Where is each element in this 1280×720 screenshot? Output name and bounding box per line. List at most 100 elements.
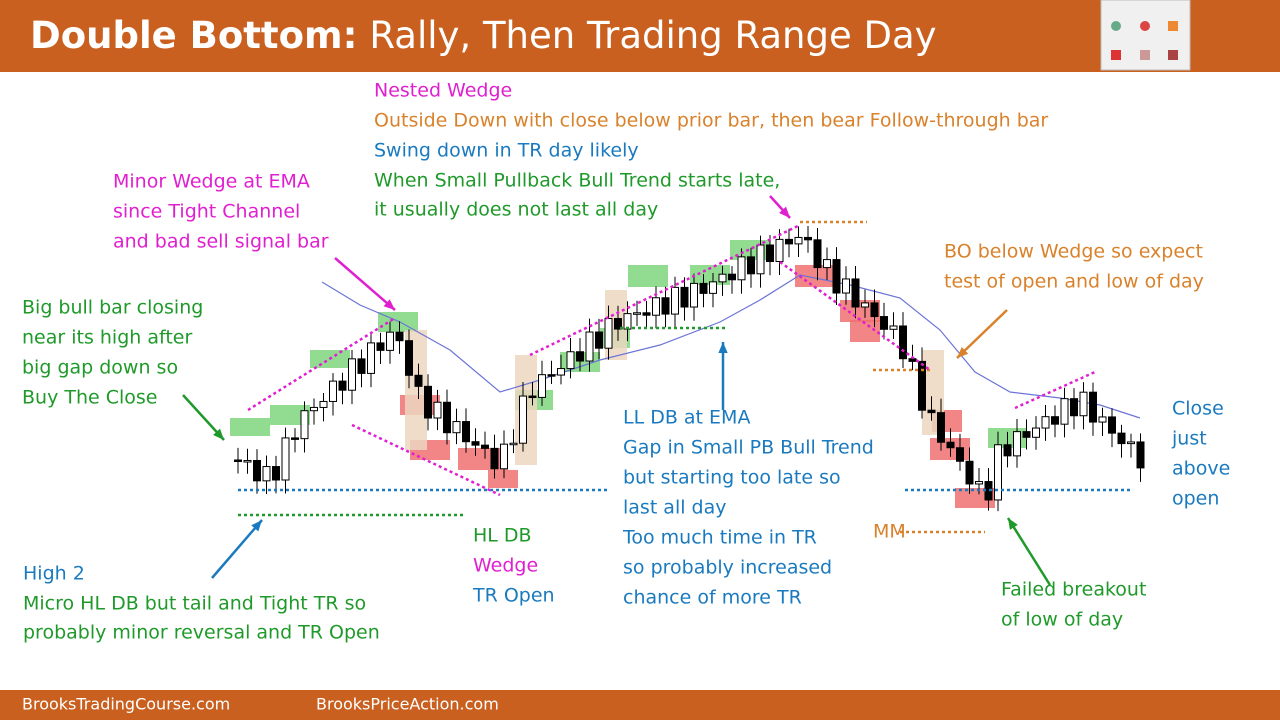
ema bbox=[321, 274, 1141, 419]
candle-body bbox=[918, 360, 926, 411]
candle-body bbox=[386, 331, 394, 351]
candle-body bbox=[471, 441, 480, 446]
annotation: TR Open bbox=[472, 585, 555, 607]
candle-body bbox=[300, 410, 309, 440]
annotation: probably minor reversal and TR Open bbox=[23, 622, 380, 644]
candle-body bbox=[794, 236, 803, 245]
candle-body bbox=[652, 297, 660, 316]
arrow-head bbox=[1008, 518, 1018, 530]
annotation: High 2 bbox=[23, 563, 85, 585]
candle-body bbox=[604, 318, 613, 349]
candle-body bbox=[1032, 427, 1040, 438]
candle-body bbox=[490, 447, 499, 470]
arrow-head bbox=[779, 206, 790, 218]
candle-body bbox=[728, 273, 736, 281]
candle-body bbox=[1051, 416, 1059, 425]
annotation: Failed breakout bbox=[1001, 579, 1146, 601]
candle-body bbox=[576, 351, 584, 362]
candle-body bbox=[291, 437, 299, 440]
annotation: so probably increased bbox=[623, 557, 832, 579]
candle-body bbox=[528, 395, 537, 399]
arrow-head bbox=[251, 520, 262, 532]
highlight bbox=[628, 265, 668, 287]
candle-body bbox=[509, 442, 518, 446]
annotation: of low of day bbox=[1001, 609, 1123, 631]
candle-body bbox=[253, 460, 261, 482]
candle-body bbox=[462, 421, 470, 443]
candle-body bbox=[1098, 416, 1107, 423]
arrow-head bbox=[718, 342, 728, 354]
candle-body bbox=[367, 342, 375, 374]
annotation: test of open and low of day bbox=[944, 271, 1204, 293]
annotation: since Tight Channel bbox=[113, 201, 300, 223]
candle-body bbox=[519, 395, 527, 444]
candle-body bbox=[956, 447, 964, 462]
candle-body bbox=[661, 297, 670, 315]
candle-body bbox=[690, 282, 698, 308]
annotation: Micro HL DB but tail and Tight TR so bbox=[23, 593, 366, 615]
annotation: near its high after bbox=[22, 327, 192, 349]
annotation: just bbox=[1171, 428, 1207, 450]
annotation: but starting too late so bbox=[623, 467, 841, 489]
annotations: Nested Wedge Outside Down with close bel… bbox=[22, 80, 1230, 644]
candle-body bbox=[566, 351, 575, 370]
arrow bbox=[1006, 517, 1052, 586]
candle-body bbox=[1079, 391, 1088, 417]
candle-body bbox=[234, 459, 242, 462]
arrow-head bbox=[383, 299, 395, 310]
highlight bbox=[488, 470, 518, 488]
annotation: chance of more TR bbox=[623, 587, 802, 609]
candle-body bbox=[1136, 441, 1145, 469]
wedge-line bbox=[247, 316, 396, 412]
arrow bbox=[334, 257, 396, 311]
annotation: Buy The Close bbox=[22, 387, 158, 409]
highlight bbox=[840, 300, 880, 322]
annotation: Wedge bbox=[473, 555, 538, 577]
candle-body bbox=[614, 318, 622, 330]
candle-body bbox=[633, 312, 641, 315]
candle-body bbox=[433, 401, 442, 419]
candle-body bbox=[823, 259, 831, 269]
candle-body bbox=[452, 421, 461, 434]
candle-body bbox=[1003, 444, 1012, 457]
title: Double Bottom: Rally, Then Trading Range … bbox=[30, 14, 937, 57]
annotation: Gap in Small PB Bull Trend bbox=[623, 437, 874, 459]
candle-body bbox=[262, 466, 271, 482]
candle-body bbox=[319, 400, 328, 408]
annotation: LL DB at EMA bbox=[623, 407, 750, 429]
annotation: Minor Wedge at EMA bbox=[113, 171, 310, 193]
annotation: Outside Down with close below prior bar,… bbox=[374, 110, 1048, 132]
annotation: open bbox=[1172, 488, 1219, 510]
candle-body bbox=[443, 401, 451, 434]
candle-body bbox=[1060, 398, 1069, 425]
candle-body bbox=[718, 273, 727, 283]
candle-body bbox=[595, 331, 603, 349]
candle-body bbox=[1089, 391, 1097, 423]
candle-body bbox=[310, 406, 318, 412]
footer-link: BrooksPriceAction.com bbox=[316, 695, 499, 714]
candle-body bbox=[1108, 416, 1116, 434]
candle-body bbox=[908, 358, 917, 362]
price-chart bbox=[182, 195, 1145, 586]
wedge-line bbox=[1014, 370, 1096, 410]
title-rest: Rally, Then Trading Range Day bbox=[369, 14, 936, 57]
candle-body bbox=[642, 312, 651, 316]
candle-body bbox=[946, 441, 955, 449]
candle-body bbox=[405, 340, 413, 376]
candle-body bbox=[281, 437, 290, 481]
candle-body bbox=[994, 444, 1002, 501]
annotation: When Small Pullback Bull Trend starts la… bbox=[374, 170, 780, 192]
candle-body bbox=[1022, 431, 1031, 438]
candle-body bbox=[338, 380, 347, 391]
candle-body bbox=[1070, 398, 1078, 417]
arrow bbox=[956, 309, 1008, 359]
candle-body bbox=[699, 282, 708, 294]
toolbar bbox=[1100, 0, 1191, 71]
candle-body bbox=[272, 466, 280, 481]
candle-body bbox=[547, 374, 556, 377]
annotation: it usually does not last all day bbox=[374, 199, 658, 221]
annotation: Big bull bar closing bbox=[22, 297, 203, 319]
candle-body bbox=[395, 331, 404, 342]
candle-body bbox=[766, 244, 774, 262]
candle-body bbox=[671, 286, 679, 315]
